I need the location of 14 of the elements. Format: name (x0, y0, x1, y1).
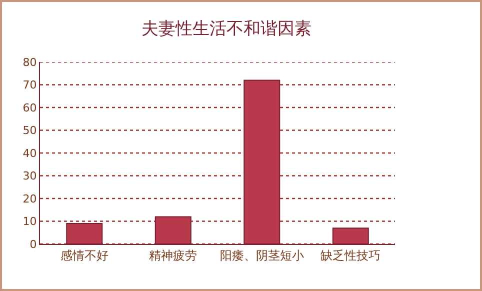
y-tick-label: 70 (22, 78, 37, 92)
y-tick-label: 40 (22, 146, 37, 160)
y-tick-label: 50 (22, 124, 37, 138)
y-tick-label: 20 (22, 192, 37, 206)
x-tick-label: 阳痿、阴茎短小 (220, 248, 304, 262)
y-tick-label: 60 (22, 101, 37, 114)
y-tick-label: 0 (30, 238, 37, 251)
x-tick-label: 精神疲劳 (149, 248, 198, 262)
y-tick-label: 80 (22, 56, 37, 69)
y-tick-label: 10 (22, 215, 37, 228)
x-tick-label: 感情不好 (60, 248, 108, 262)
y-tick-label: 30 (22, 170, 37, 183)
x-tick-label: 缺乏性技巧 (320, 248, 381, 262)
chart-title: 夫妻性生活不和谐因素 (142, 18, 312, 39)
